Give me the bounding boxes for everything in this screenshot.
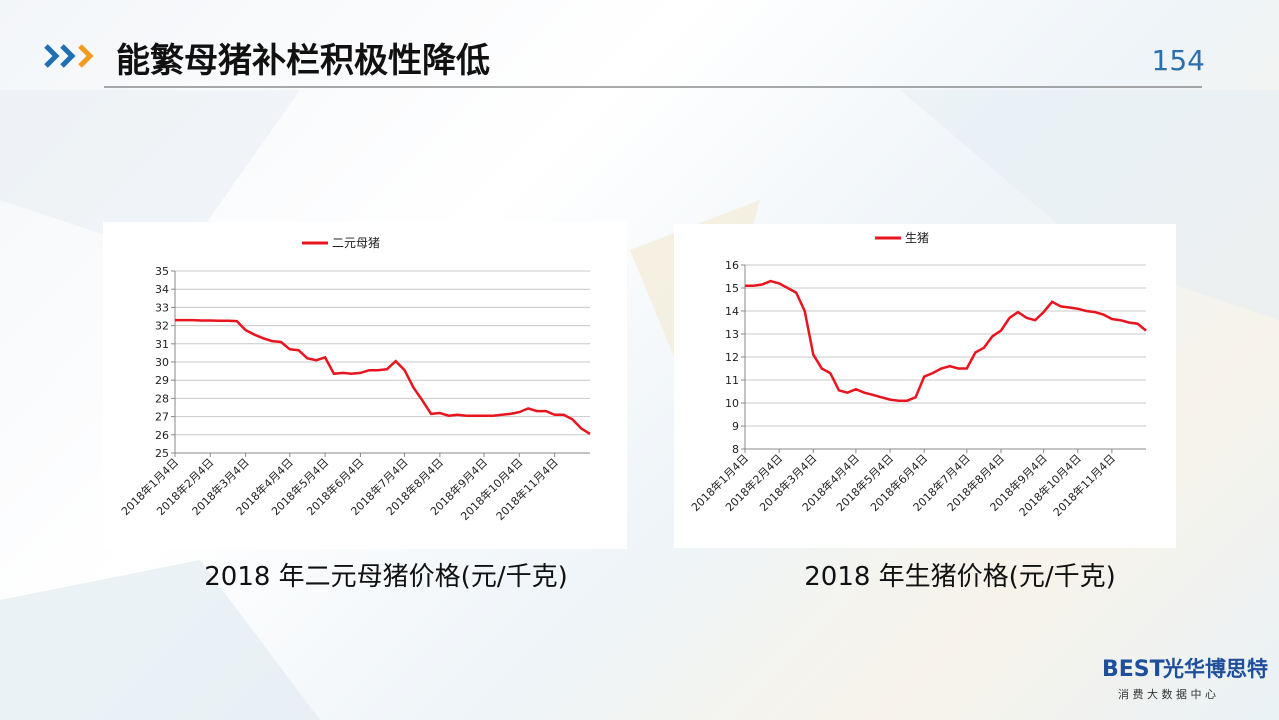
y-tick-label: 15 — [725, 282, 739, 295]
y-tick-label: 25 — [155, 447, 169, 460]
legend-label: 二元母猪 — [332, 236, 380, 250]
chart-caption: 2018 年二元母猪价格(元/千克) — [204, 562, 567, 592]
logo-brand: BEST — [1102, 657, 1165, 682]
y-tick-label: 28 — [155, 392, 169, 405]
y-tick-label: 16 — [725, 259, 739, 272]
legend-label: 生猪 — [905, 231, 929, 245]
page-number: 154 — [1152, 44, 1205, 77]
y-tick-label: 33 — [155, 301, 169, 314]
bg-shape — [900, 90, 1279, 320]
y-tick-label: 35 — [155, 265, 169, 278]
series-line — [745, 279, 1147, 402]
y-tick-label: 32 — [155, 320, 169, 333]
series-line — [175, 318, 591, 435]
logo-name: 光华博思特 — [1162, 657, 1268, 681]
chart-caption: 2018 年生猪价格(元/千克) — [804, 562, 1115, 592]
bg-shape — [0, 560, 320, 720]
y-tick-label: 12 — [725, 351, 739, 364]
y-tick-label: 29 — [155, 374, 169, 387]
y-tick-label: 34 — [155, 283, 169, 296]
y-tick-label: 27 — [155, 411, 169, 424]
chart-panel — [674, 224, 1176, 548]
bg-shape — [0, 90, 300, 260]
y-tick-label: 11 — [725, 374, 739, 387]
y-tick-label: 26 — [155, 429, 169, 442]
y-tick-label: 14 — [725, 305, 739, 318]
y-tick-label: 10 — [725, 397, 739, 410]
logo-sub: 消 费 大 数 据 中 心 — [1118, 687, 1216, 701]
y-tick-label: 31 — [155, 338, 169, 351]
y-tick-label: 13 — [725, 328, 739, 341]
y-tick-label: 8 — [732, 443, 739, 456]
chevrons — [44, 44, 94, 68]
slide-title: 能繁母猪补栏积极性降低 — [116, 41, 490, 81]
y-tick-label: 30 — [155, 356, 169, 369]
chart-panel — [103, 222, 627, 549]
y-tick-label: 9 — [732, 420, 739, 433]
